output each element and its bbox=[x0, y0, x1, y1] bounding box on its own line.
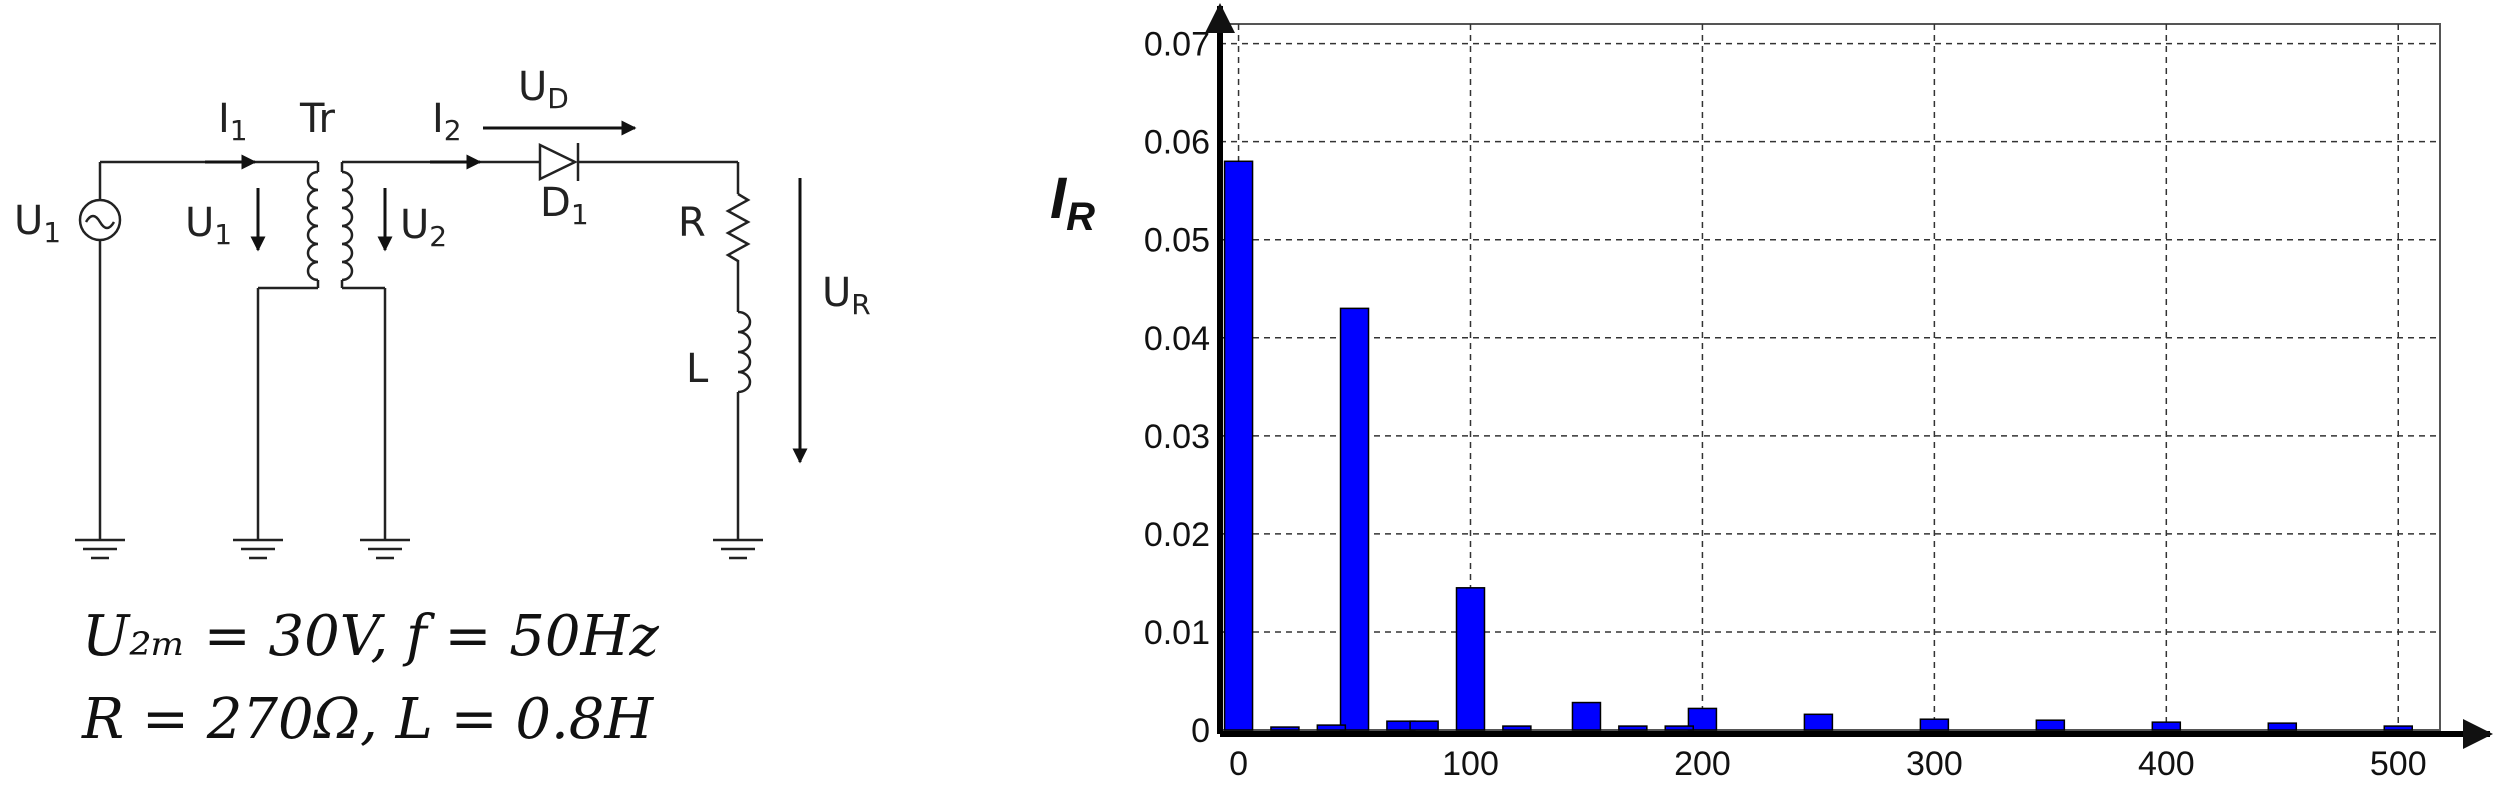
bars bbox=[1223, 160, 2414, 731]
transformer-primary-coil-icon bbox=[306, 170, 319, 282]
x-tick-label: 400 bbox=[2138, 745, 2195, 783]
y-tick-label: 0.02 bbox=[1144, 516, 1210, 554]
bar bbox=[1270, 726, 1300, 731]
bar bbox=[1687, 707, 1718, 731]
label-u2: U2 bbox=[400, 202, 447, 253]
label-r: R bbox=[678, 200, 706, 246]
bar bbox=[1618, 725, 1648, 731]
bar bbox=[1919, 718, 1950, 731]
y-tick-label: 0 bbox=[1191, 712, 1210, 750]
label-ur: UR bbox=[822, 270, 871, 321]
label-d1: D1 bbox=[540, 180, 589, 231]
bar bbox=[1502, 725, 1532, 731]
formula-line-1: U₂ₘ = 30V, f = 50Hz bbox=[82, 604, 659, 669]
ground-icon bbox=[360, 538, 410, 560]
resistor-icon bbox=[725, 192, 751, 263]
y-tick-label: 0.01 bbox=[1144, 614, 1210, 652]
plot-area bbox=[1219, 23, 2441, 731]
bar bbox=[1455, 587, 1486, 731]
circuit-diagram: U1 I1 Tr U1 I2 U2 UD D1 R UR L bbox=[14, 64, 871, 560]
x-tick-label: 0 bbox=[1229, 745, 1248, 783]
bar bbox=[2267, 722, 2298, 731]
label-i1: I1 bbox=[218, 96, 248, 147]
grid bbox=[1220, 24, 2440, 730]
label-u1-source: U1 bbox=[14, 198, 61, 249]
bar bbox=[1409, 720, 1439, 731]
x-tick-label: 200 bbox=[1674, 745, 1731, 783]
formula-line-2: R = 270Ω, L = 0.8H bbox=[81, 687, 654, 752]
bar bbox=[2035, 719, 2066, 731]
ground-icon bbox=[713, 538, 763, 560]
ground-icon bbox=[233, 538, 283, 560]
ac-source-icon bbox=[78, 198, 122, 242]
transformer-secondary-coil-icon bbox=[341, 170, 354, 282]
label-i2: I2 bbox=[432, 96, 462, 147]
y-tick-label: 0.06 bbox=[1144, 124, 1210, 162]
bar bbox=[1664, 725, 1694, 731]
inductor-icon bbox=[737, 310, 752, 394]
y-tick-label: 0.05 bbox=[1144, 222, 1210, 260]
y-tick-label: 0.07 bbox=[1144, 26, 1210, 64]
tick-labels: 0 0.01 0.02 0.03 0.04 0.05 0.06 0.07 0 100 200 300 4… bbox=[1144, 26, 2427, 783]
bar bbox=[1571, 701, 1602, 731]
label-transformer: Tr bbox=[299, 96, 336, 142]
label-ud: UD bbox=[518, 64, 569, 115]
bar bbox=[1316, 724, 1347, 731]
bar bbox=[1803, 713, 1834, 731]
diode-icon bbox=[538, 143, 580, 181]
bar bbox=[1223, 160, 1254, 731]
harmonic-spectrum-chart: 0 0.01 0.02 0.03 0.04 0.05 0.06 0.07 0 100 200 300 4… bbox=[1050, 3, 2493, 783]
ground-icon bbox=[75, 538, 125, 560]
label-l: L bbox=[686, 346, 709, 392]
label-u1: U1 bbox=[185, 200, 232, 251]
x-tick-label: 500 bbox=[2370, 745, 2427, 783]
x-tick-label: 300 bbox=[1906, 745, 1963, 783]
bar bbox=[2383, 725, 2414, 731]
y-tick-label: 0.03 bbox=[1144, 418, 1210, 456]
y-tick-label: 0.04 bbox=[1144, 320, 1210, 358]
y-axis-label: IR bbox=[1050, 166, 1095, 239]
bar bbox=[2151, 721, 2182, 731]
bar bbox=[1339, 307, 1370, 731]
x-tick-label: 100 bbox=[1442, 745, 1499, 783]
